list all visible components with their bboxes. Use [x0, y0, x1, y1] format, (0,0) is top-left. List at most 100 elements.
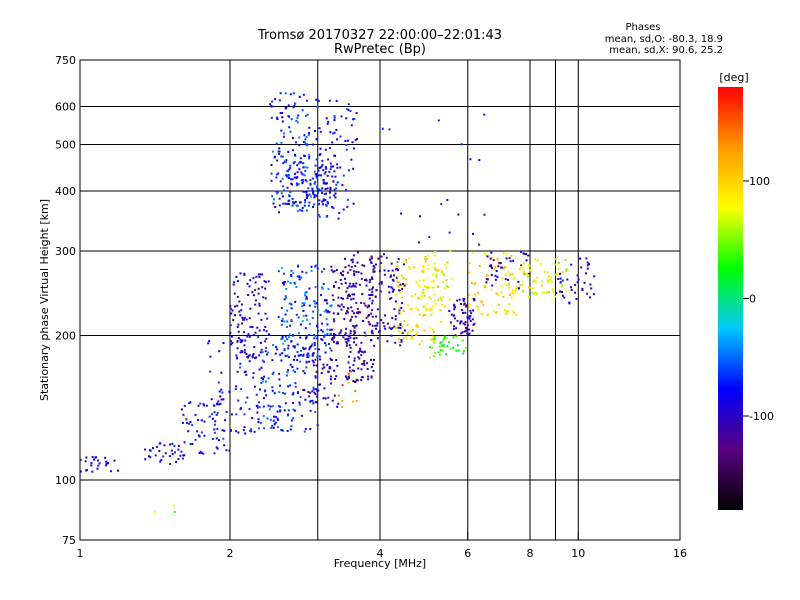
echo-point [288, 195, 291, 198]
echo-point [356, 261, 359, 264]
echo-point [312, 300, 315, 303]
echo-point [327, 370, 330, 373]
echo-point [348, 344, 351, 347]
echo-point [530, 267, 533, 270]
echo-point [299, 396, 302, 399]
echo-point [390, 334, 393, 337]
echo-point [346, 271, 349, 274]
echo-point [449, 250, 452, 253]
echo-point [330, 265, 333, 268]
echo-point [308, 153, 311, 156]
echo-point [423, 329, 426, 332]
echo-point [284, 295, 287, 298]
echo-point [328, 147, 331, 149]
echo-point [365, 284, 368, 287]
echo-point [301, 305, 304, 308]
echo-point [346, 310, 349, 313]
echo-point [257, 418, 260, 421]
echo-point [367, 375, 370, 378]
echo-point [397, 324, 400, 327]
echo-point [270, 105, 273, 108]
echo-point [322, 397, 325, 400]
echo-point [293, 409, 296, 412]
echo-point [224, 419, 227, 422]
echo-point [218, 403, 221, 406]
echo-point [434, 269, 437, 272]
echo-point [297, 114, 300, 117]
echo-point [239, 314, 242, 317]
echo-point [349, 268, 352, 271]
echo-point [271, 100, 274, 103]
echo-point [312, 143, 315, 146]
echo-point [332, 132, 335, 135]
echo-point [565, 269, 567, 272]
echo-point [262, 405, 265, 408]
echo-point [376, 324, 379, 327]
echo-point [413, 266, 416, 269]
echo-point [489, 257, 492, 260]
echo-point [254, 281, 257, 284]
echo-point [293, 176, 296, 179]
echo-point [316, 424, 319, 427]
echo-point [373, 358, 375, 361]
echo-point [287, 409, 290, 412]
stats-header: Phases [625, 22, 660, 33]
echo-point [308, 201, 311, 204]
echo-point [248, 317, 251, 320]
echo-point [346, 378, 349, 381]
echo-point [273, 392, 276, 395]
echo-point [333, 335, 336, 338]
echo-point [452, 314, 455, 317]
echo-point [253, 430, 256, 433]
echo-point [523, 252, 526, 255]
echo-point [276, 159, 279, 162]
echo-point [232, 283, 235, 286]
echo-point [298, 278, 301, 281]
echo-point [424, 260, 427, 263]
echo-point [331, 294, 334, 297]
echo-point [401, 325, 404, 328]
echo-point [406, 323, 409, 326]
echo-point [452, 327, 455, 330]
echo-point [463, 303, 466, 306]
echo-point [302, 314, 305, 317]
echo-point [354, 138, 357, 141]
echo-point [363, 364, 366, 367]
echo-point [466, 332, 469, 335]
echo-point [298, 95, 301, 98]
echo-point [301, 270, 304, 273]
echo-point [389, 275, 392, 278]
echo-point [320, 322, 323, 325]
echo-point [505, 253, 508, 256]
echo-point [235, 413, 238, 416]
echo-point [478, 265, 481, 267]
echo-point [287, 174, 290, 177]
echo-point [312, 388, 315, 391]
echo-point [400, 307, 403, 309]
echo-point [313, 182, 316, 185]
echo-point [323, 172, 326, 175]
echo-point [329, 191, 331, 194]
echo-point [299, 354, 302, 356]
echo-point [350, 298, 353, 301]
echo-point [393, 308, 396, 311]
echo-point [393, 274, 396, 277]
echo-point [512, 310, 515, 313]
echo-point [220, 398, 223, 401]
echo-point [312, 352, 315, 354]
x-tick-label: 16 [673, 547, 687, 560]
echo-point [350, 124, 353, 127]
echo-point [177, 458, 180, 461]
echo-point [299, 157, 302, 160]
echo-point [283, 320, 286, 323]
echo-point [453, 308, 456, 311]
echo-point [279, 92, 282, 95]
echo-point [222, 398, 225, 401]
echo-point [270, 427, 273, 429]
echo-point [373, 266, 376, 269]
echo-point [346, 297, 349, 300]
echo-point [455, 327, 458, 330]
echo-point [363, 302, 366, 305]
echo-point [320, 174, 323, 177]
echo-point [276, 192, 279, 195]
